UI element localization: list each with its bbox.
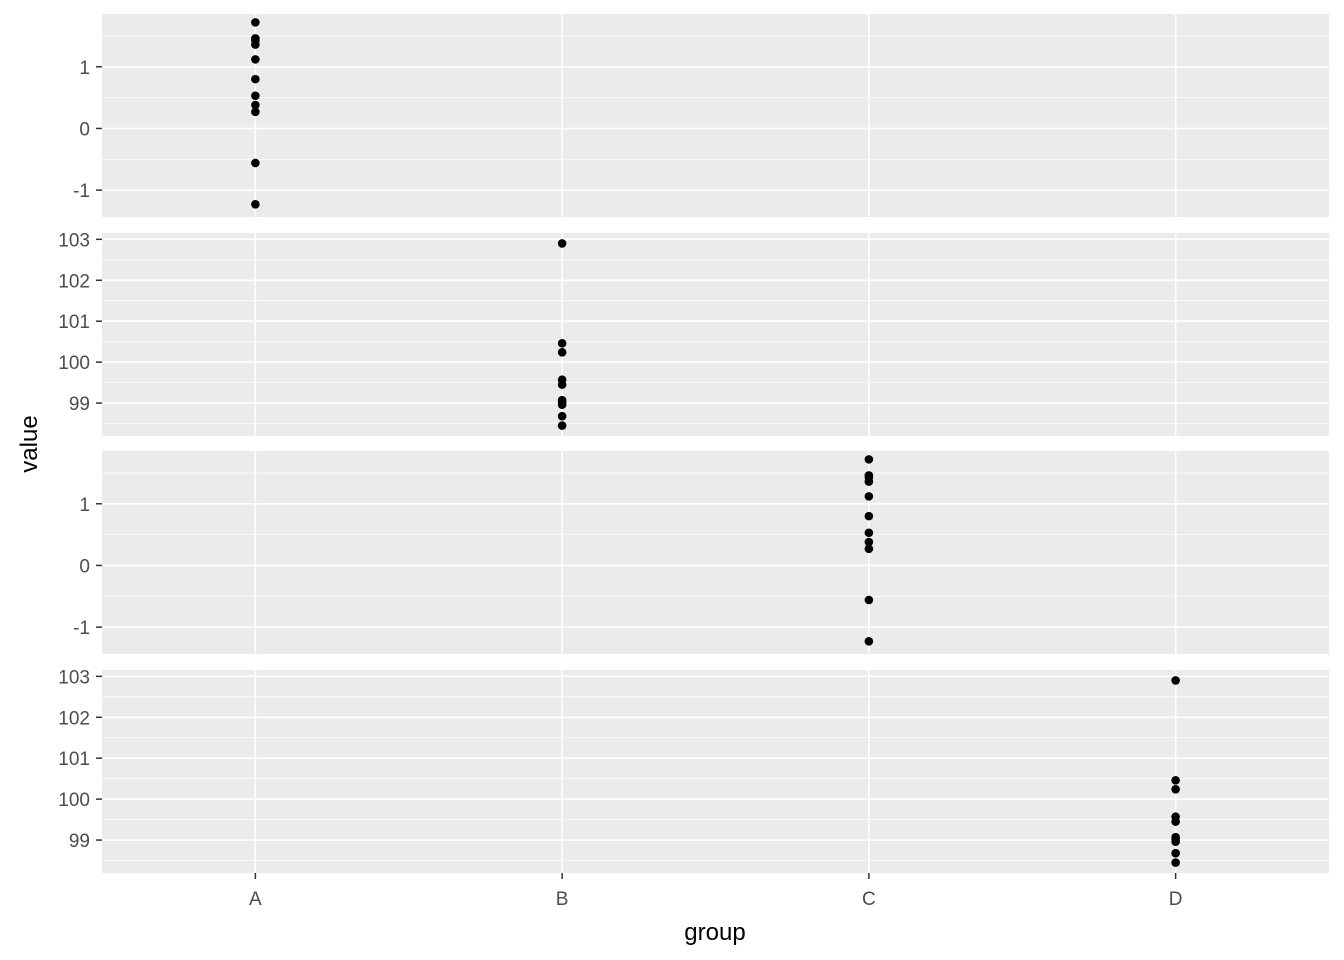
y-axis-title: value: [16, 415, 43, 472]
y-tick-label: 99: [69, 394, 90, 415]
data-point-A: [251, 55, 260, 64]
y-tick-label: 101: [58, 749, 90, 770]
y-axes-layer: -1 0 1 99 100 101 102 103 -1 0 1 99 100 101 102 103: [58, 58, 102, 852]
x-tick-label: B: [556, 889, 569, 910]
data-point-A: [251, 74, 260, 84]
x-tick-label: C: [862, 889, 876, 910]
data-point-C: [864, 528, 874, 538]
data-point-A: [251, 18, 260, 27]
y-tick-label: 0: [79, 556, 90, 577]
data-point-C: [864, 511, 874, 521]
data-point-C: [864, 492, 874, 501]
data-point-B: [557, 339, 567, 348]
data-point-A: [251, 200, 260, 209]
panels-layer: [102, 14, 1329, 873]
x-tick-label: D: [1169, 889, 1183, 910]
data-point-A: [251, 100, 260, 110]
y-tick-label: 0: [79, 119, 90, 140]
y-tick-label: 102: [58, 271, 90, 292]
y-tick-label: 101: [58, 312, 90, 333]
data-point-B: [557, 348, 567, 357]
data-point-A: [251, 158, 260, 168]
y-tick-label: -1: [73, 618, 90, 639]
data-point-D: [1171, 858, 1180, 867]
panel-4: [102, 670, 1329, 873]
y-tick-label: 99: [69, 831, 90, 852]
x-tick-label: A: [249, 889, 262, 910]
panel-background: [102, 670, 1329, 873]
y-tick-label: 100: [58, 353, 90, 374]
data-point-D: [1171, 848, 1180, 858]
y-tick-label: 102: [58, 708, 90, 729]
data-point-B: [557, 239, 567, 248]
data-point-B: [557, 400, 567, 409]
x-axis-title: group: [684, 919, 745, 946]
data-point-C: [864, 637, 874, 646]
data-point-D: [1171, 776, 1180, 785]
data-point-A: [251, 40, 260, 49]
data-point-D: [1171, 837, 1180, 846]
data-point-C: [864, 595, 874, 605]
data-point-C: [864, 537, 874, 547]
data-point-D: [1171, 676, 1180, 685]
data-point-D: [1171, 817, 1180, 826]
data-point-C: [864, 477, 874, 486]
data-point-C: [864, 455, 874, 464]
panel-2: [102, 233, 1329, 436]
data-point-B: [557, 411, 567, 421]
data-point-B: [557, 380, 567, 389]
data-point-D: [1171, 785, 1180, 794]
panel-background: [102, 451, 1329, 654]
y-tick-label: -1: [73, 181, 90, 202]
x-axis: A B C D: [249, 873, 1182, 910]
y-tick-label: 103: [58, 230, 90, 251]
panel-3: [102, 451, 1329, 654]
y-tick-label: 103: [58, 667, 90, 688]
data-point-A: [251, 91, 260, 101]
data-point-B: [557, 421, 567, 430]
data-point-A: [251, 107, 260, 117]
y-tick-label: 100: [58, 790, 90, 811]
data-point-C: [864, 544, 874, 554]
y-tick-label: 1: [79, 495, 90, 516]
panel-background: [102, 14, 1329, 217]
panel-background: [102, 233, 1329, 436]
y-tick-label: 1: [79, 58, 90, 79]
panel-1: [102, 14, 1329, 217]
